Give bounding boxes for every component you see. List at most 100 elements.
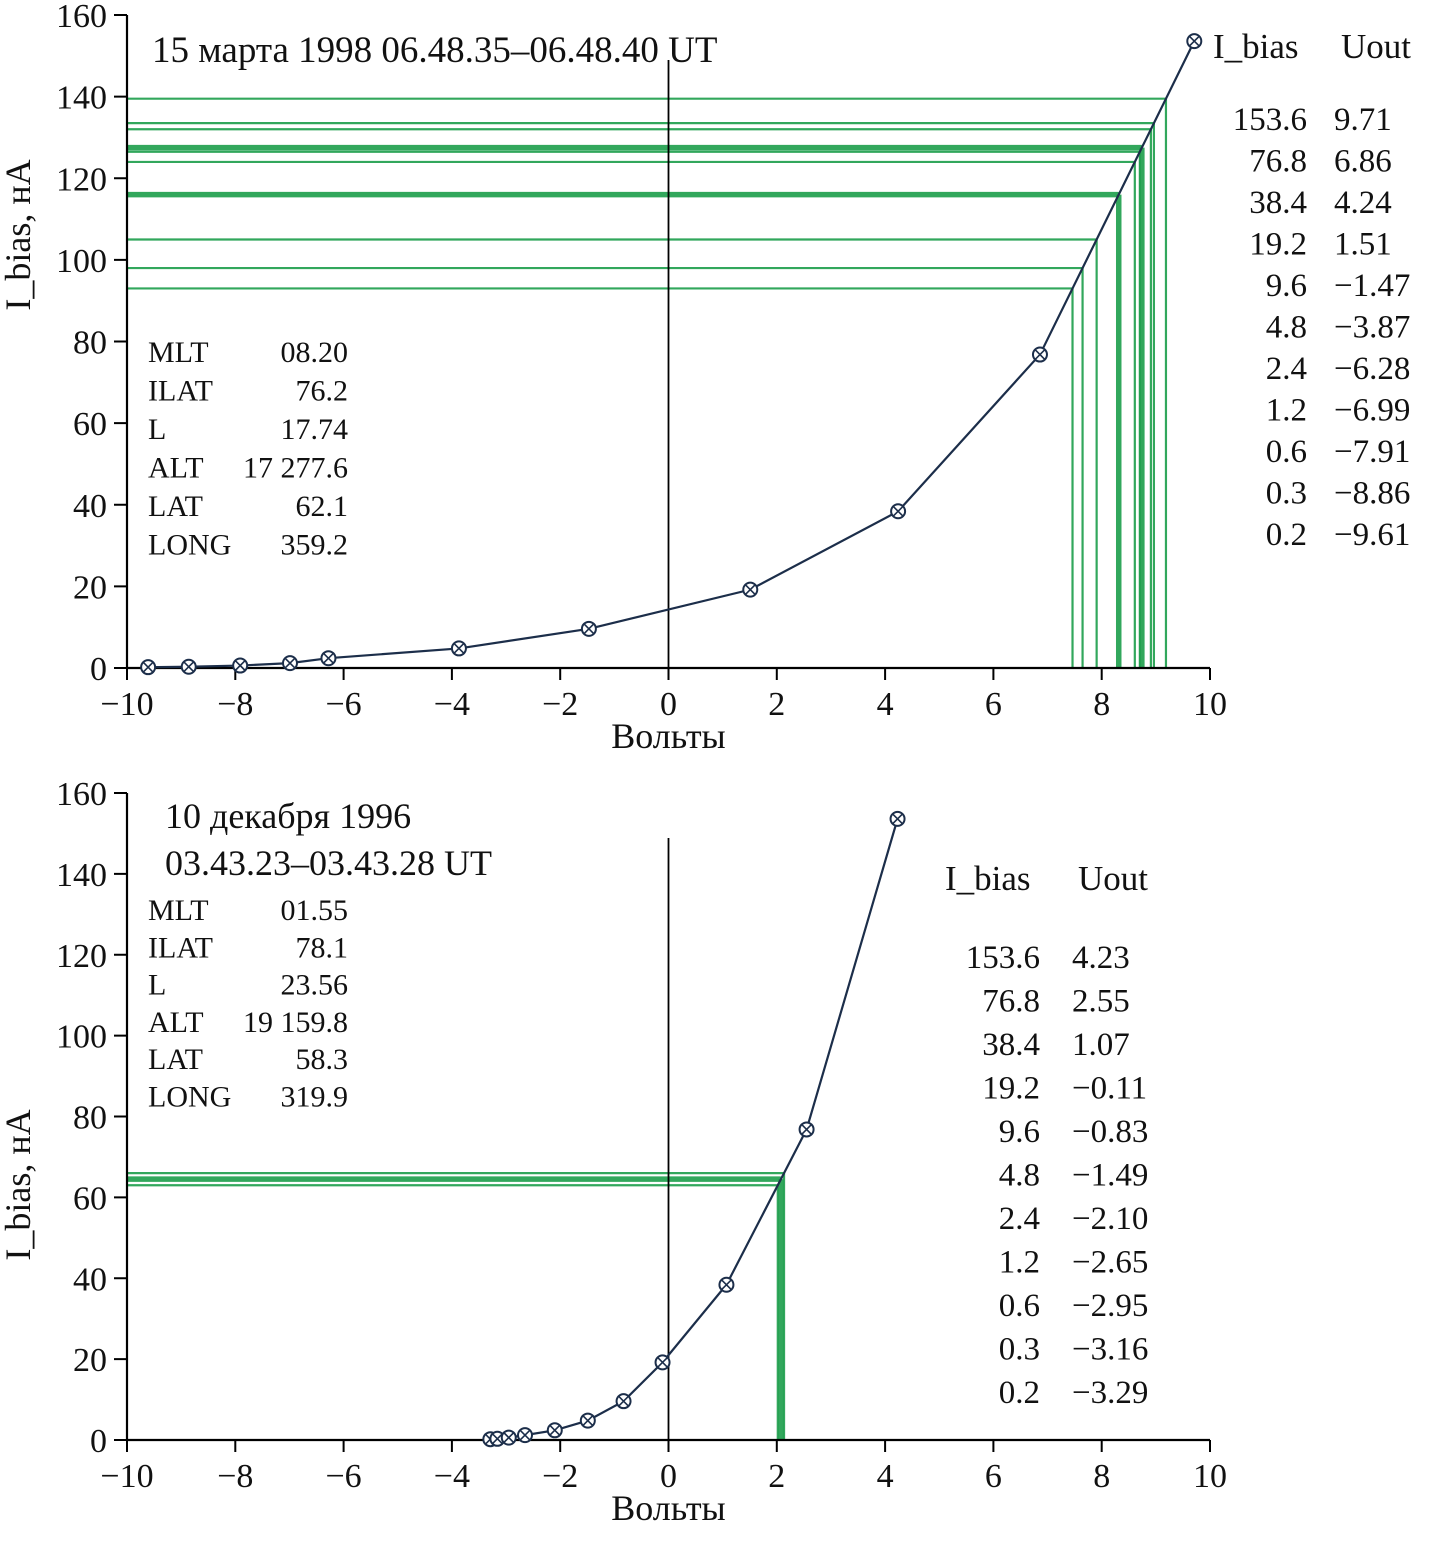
x-tick-label: 4 (877, 686, 894, 723)
x-tick-label: 10 (1193, 1458, 1227, 1495)
x-tick-label: 2 (768, 686, 785, 723)
table-header-ibias: I_bias (1213, 27, 1299, 66)
x-tick-label: −8 (217, 686, 253, 723)
table-cell-ibias: 153.6 (1233, 102, 1307, 138)
table-cell-uout: −2.10 (1072, 1201, 1148, 1237)
table-cell-uout: −0.83 (1072, 1114, 1148, 1150)
table-cell-uout: −1.49 (1072, 1158, 1148, 1194)
y-tick-label: 140 (56, 80, 107, 117)
y-tick-label: 60 (73, 406, 107, 443)
table-cell-ibias: 4.8 (999, 1158, 1040, 1194)
y-tick-label: 80 (73, 325, 107, 362)
chart-top: −10 −8 −6 −4 −2 0 2 4 6 8 100204060801001201401601… (0, 0, 1411, 756)
info-label: LAT (148, 1043, 203, 1076)
table-cell-ibias: 0.2 (999, 1375, 1040, 1411)
x-tick-label: −8 (217, 1458, 253, 1495)
marker-x-stroke (453, 643, 465, 654)
table-cell-ibias: 4.8 (1266, 310, 1307, 346)
y-tick-label: 160 (56, 780, 107, 813)
table-cell-uout: −7.91 (1334, 434, 1410, 470)
marker-x-stroke (583, 623, 595, 635)
y-tick-label: 120 (56, 938, 107, 975)
table-cell-uout: 1.51 (1334, 227, 1392, 263)
x-tick-label: −6 (326, 1458, 362, 1495)
table-cell-ibias: 9.6 (1266, 268, 1307, 304)
table-cell-ibias: 38.4 (1249, 185, 1307, 221)
x-tick-label: −2 (542, 1458, 578, 1495)
table-cell-ibias: 9.6 (999, 1114, 1040, 1150)
table-cell-ibias: 76.8 (1249, 144, 1307, 180)
x-tick-label: 2 (768, 1458, 785, 1495)
y-tick-label: 40 (73, 1261, 107, 1298)
x-tick-label: 8 (1093, 1458, 1110, 1495)
chart-title: 15 марта 1998 06.48.35–06.48.40 UT (152, 30, 717, 71)
y-tick-label: 0 (90, 1423, 107, 1460)
table-cell-uout: −1.47 (1334, 268, 1410, 304)
info-value: 62.1 (296, 490, 349, 523)
info-label: MLT (148, 894, 209, 927)
table-cell-uout: 6.86 (1334, 144, 1392, 180)
info-value: 17.74 (281, 413, 349, 446)
chart-title: 03.43.23–03.43.28 UT (165, 843, 492, 883)
y-tick-label: 160 (56, 0, 107, 35)
table-cell-ibias: 0.3 (1266, 476, 1307, 512)
marker-x-stroke (234, 660, 246, 671)
x-tick-label: 0 (660, 1458, 677, 1495)
table-cell-uout: −2.95 (1072, 1288, 1148, 1324)
table-cell-ibias: 19.2 (1249, 227, 1307, 263)
x-tick-label: 4 (877, 1458, 894, 1495)
info-label: ALT (148, 1006, 204, 1039)
info-label: LAT (148, 490, 203, 523)
marker-x-stroke (892, 506, 904, 517)
table-cell-ibias: 1.2 (999, 1245, 1040, 1281)
x-axis-label: Вольты (611, 1488, 725, 1528)
info-value: 01.55 (281, 894, 349, 927)
marker-x-stroke (519, 1429, 531, 1441)
marker-x-stroke (142, 661, 154, 673)
table-cell-uout: 9.71 (1334, 102, 1392, 138)
info-value: 17 277.6 (243, 452, 348, 485)
marker-x-stroke (1034, 349, 1046, 360)
y-tick-label: 0 (90, 651, 107, 688)
marker-x-stroke (284, 657, 296, 669)
info-value: 76.2 (296, 375, 349, 408)
table-cell-ibias: 38.4 (982, 1027, 1040, 1063)
info-label: ILAT (148, 375, 213, 408)
y-axis-label: I_bias, нА (0, 1109, 38, 1260)
y-tick-label: 100 (56, 243, 107, 280)
table-cell-ibias: 2.4 (999, 1201, 1040, 1237)
table-cell-uout: −0.11 (1072, 1071, 1147, 1107)
marker-x-stroke (745, 584, 756, 595)
x-tick-label: 6 (985, 686, 1002, 723)
table-cell-uout: −3.29 (1072, 1375, 1148, 1411)
marker-x-stroke (549, 1425, 561, 1436)
info-value: 08.20 (281, 336, 349, 369)
info-value: 23.56 (281, 969, 349, 1002)
marker-x-stroke (503, 1432, 515, 1443)
table-cell-uout: 4.24 (1334, 185, 1392, 221)
table-header-uout: Uout (1078, 859, 1148, 898)
x-tick-label: −6 (326, 686, 362, 723)
info-value: 78.1 (296, 931, 349, 964)
marker-x-stroke (582, 1415, 594, 1426)
x-tick-label: −4 (434, 1458, 470, 1495)
chart-bottom: −10 −8 −6 −4 −2 0 2 4 6 8 100204060801001201401601… (0, 780, 1227, 1528)
marker-x-stroke (892, 813, 903, 825)
marker-x-stroke (801, 1124, 812, 1135)
marker-x-stroke (721, 1279, 732, 1290)
table-cell-uout: −3.16 (1072, 1332, 1148, 1368)
marker-x-stroke (1189, 35, 1200, 47)
info-label: LONG (148, 529, 231, 562)
table-header-ibias: I_bias (945, 859, 1031, 898)
table-cell-uout: 1.07 (1072, 1027, 1130, 1063)
info-value: 58.3 (296, 1043, 349, 1076)
chart-title: 10 декабря 1996 (165, 796, 411, 836)
x-tick-label: −4 (434, 686, 470, 723)
table-cell-ibias: 2.4 (1266, 351, 1307, 387)
y-tick-label: 120 (56, 161, 107, 198)
table-cell-ibias: 0.6 (999, 1288, 1040, 1324)
table-cell-uout: −6.28 (1334, 351, 1410, 387)
table-cell-uout: −9.61 (1334, 517, 1410, 553)
y-tick-label: 20 (73, 569, 107, 606)
